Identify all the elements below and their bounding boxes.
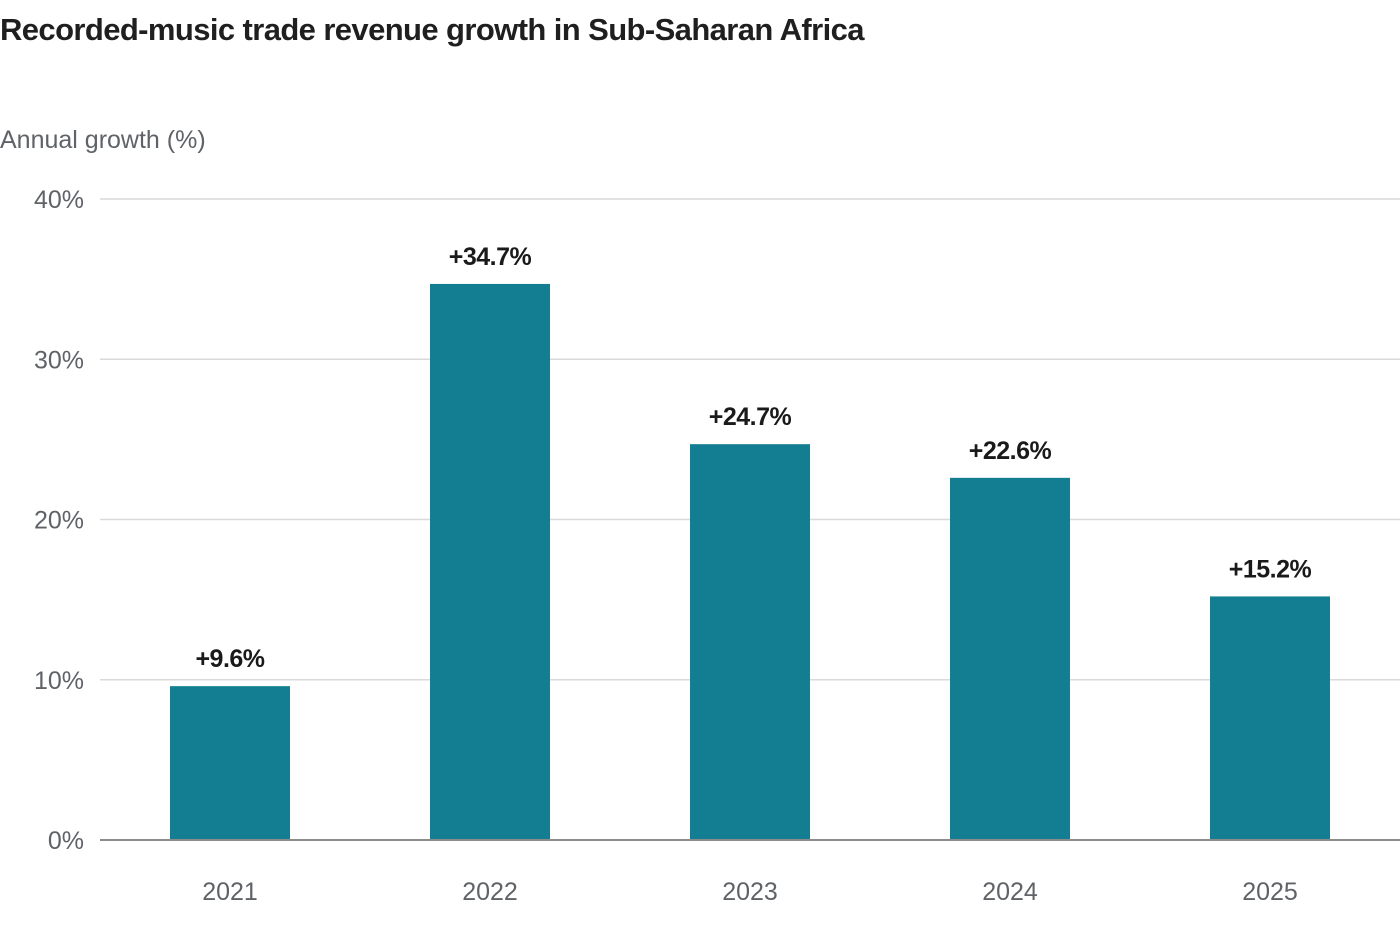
data-labels: +9.6% +34.7% +24.7% +22.6% +15.2% <box>195 243 1312 673</box>
y-tick-label: 20% <box>34 507 84 535</box>
chart-title: Recorded-music trade revenue growth in S… <box>0 12 864 47</box>
bar-2021 <box>170 686 290 840</box>
data-label-2024: +22.6% <box>969 437 1052 465</box>
x-tick-label-2025: 2025 <box>1242 878 1298 906</box>
y-tick-label: 0% <box>48 827 84 855</box>
y-tick-label: 10% <box>34 667 84 695</box>
bar-2024 <box>950 477 1070 840</box>
data-label-2022: +34.7% <box>449 243 532 271</box>
bars <box>170 283 1330 840</box>
bar-2023 <box>690 444 810 840</box>
x-tick-label-2022: 2022 <box>462 878 518 906</box>
data-label-2025: +15.2% <box>1229 555 1312 583</box>
bar-2022 <box>430 283 550 840</box>
x-axis-labels: 2021 2022 2023 2024 2025 <box>202 878 1298 906</box>
data-label-2023: +24.7% <box>709 403 792 431</box>
data-label-2021: +9.6% <box>195 645 264 673</box>
y-tick-label: 40% <box>34 186 84 214</box>
x-tick-label-2021: 2021 <box>202 878 258 906</box>
x-tick-label-2023: 2023 <box>722 878 778 906</box>
y-axis-title: Annual growth (%) <box>0 126 206 154</box>
y-tick-label: 30% <box>34 346 84 374</box>
x-tick-label-2024: 2024 <box>982 878 1038 906</box>
y-axis-ticks: 0% 10% 20% 30% 40% <box>34 186 84 855</box>
bar-2025 <box>1210 596 1330 840</box>
